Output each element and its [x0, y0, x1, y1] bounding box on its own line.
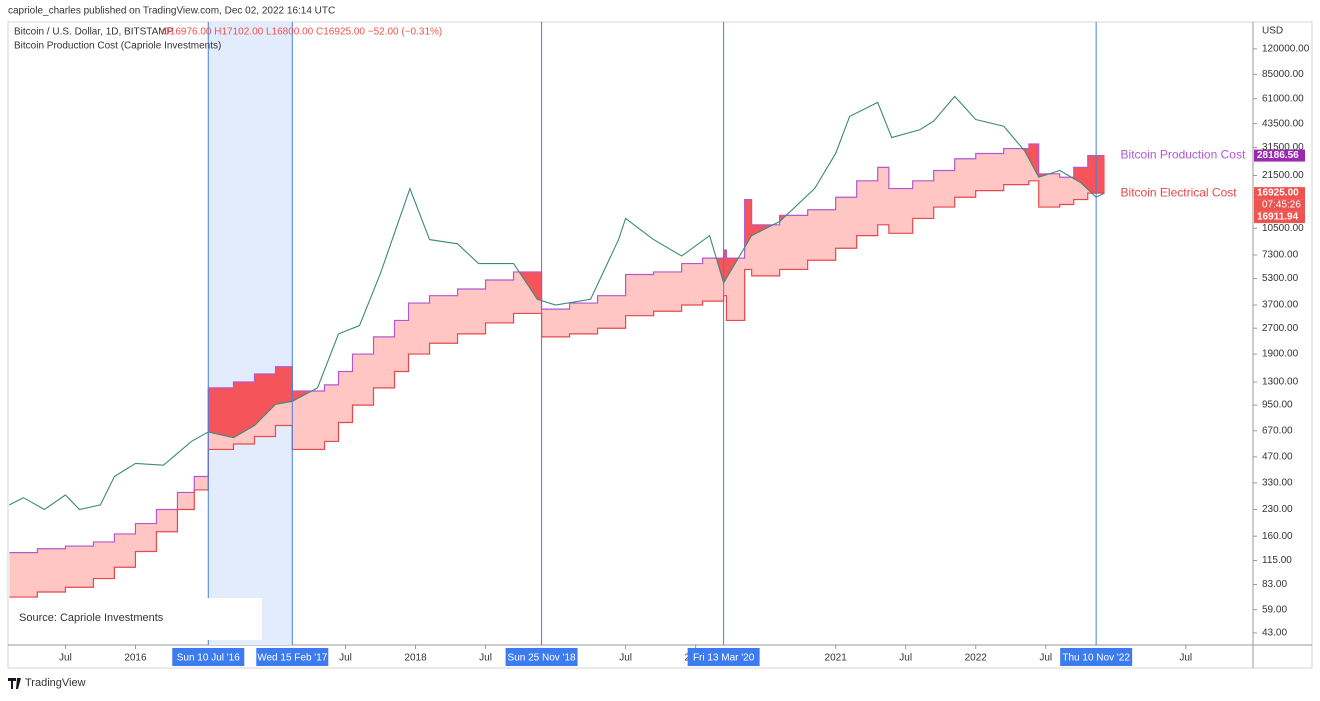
y-tick-label: 21500.00 [1262, 170, 1304, 181]
countdown: 07:45:26 [1262, 200, 1301, 211]
marker-label-bg [505, 648, 578, 666]
cost-line [9, 180, 1105, 598]
marker-label: Thu 10 Nov '22 [1062, 653, 1130, 664]
y-axis-unit: USD [1262, 26, 1283, 37]
marker-label: Sun 10 Jul '16 [177, 653, 241, 664]
x-tick-label: Jul [339, 653, 352, 664]
marker-label: Wed 15 Feb '17 [257, 653, 328, 664]
brand: TradingView [25, 677, 86, 689]
x-tick-label: 2021 [825, 653, 848, 664]
x-tick-label: 2018 [404, 653, 427, 664]
y-tick-label: 31500.00 [1262, 142, 1304, 153]
marker-label-bg [172, 648, 245, 666]
logo [8, 678, 21, 689]
y-tick-label: 83.00 [1262, 579, 1287, 590]
cost-line [9, 143, 1105, 554]
y-tick-label: 7300.00 [1262, 250, 1299, 261]
countdown-bg [1254, 199, 1305, 212]
price-tag-label: 16925.00 [1257, 188, 1299, 199]
y-tick-label: 330.00 [1262, 478, 1293, 489]
ohlc: O16976.00 H17102.00 L16800.00 C16925.00 … [162, 27, 442, 38]
x-tick-label: Jul [1039, 653, 1052, 664]
publisher: capriole_charles published on TradingVie… [8, 6, 335, 17]
legend-entry: Bitcoin Electrical Cost [1121, 185, 1238, 199]
y-tick-label: 1300.00 [1262, 377, 1299, 388]
x-tick-label: Jul [479, 653, 492, 664]
y-tick-label: 120000.00 [1262, 44, 1310, 55]
y-tick-label: 115.00 [1262, 555, 1292, 566]
price-line [9, 95, 1105, 511]
x-tick-label: 2016 [124, 653, 147, 664]
cost-band [9, 143, 1105, 598]
y-tick-label: 85000.00 [1262, 69, 1304, 80]
highlight-range [208, 22, 293, 645]
y-tick-label: 3700.00 [1262, 300, 1299, 311]
x-tick-label: Jul [59, 653, 72, 664]
marker-label: Sun 25 Nov '18 [508, 653, 577, 664]
y-tick-label: 160.00 [1262, 531, 1293, 542]
y-tick-label: 1900.00 [1262, 349, 1299, 360]
y-tick-label: 5300.00 [1262, 273, 1299, 284]
source-box [10, 598, 262, 640]
y-tick-label: 43500.00 [1262, 118, 1304, 129]
y-tick-label: 10500.00 [1262, 223, 1304, 234]
x-tick-label: Jul [619, 653, 632, 664]
source: Source: Capriole Investments [19, 612, 164, 624]
price-tag-label: 28186.56 [1257, 150, 1299, 161]
price-tag [1254, 211, 1305, 224]
indicator-name: Bitcoin Production Cost (Capriole Invest… [14, 41, 221, 52]
price-tag-label: 16911.94 [1257, 212, 1299, 223]
legend-entry: Bitcoin Production Cost [1121, 148, 1246, 162]
price-tag [1254, 149, 1305, 162]
x-tick-label: Jul [899, 653, 912, 664]
x-tick-label: 2022 [965, 653, 988, 664]
y-tick-label: 43.00 [1262, 628, 1287, 639]
price-tag [1254, 187, 1305, 200]
y-tick-label: 950.00 [1262, 400, 1293, 411]
y-tick-label: 230.00 [1262, 504, 1293, 515]
marker-label: Fri 13 Mar '20 [693, 653, 755, 664]
y-tick-label: 670.00 [1262, 425, 1293, 436]
marker-label-bg [687, 648, 760, 666]
y-tick-label: 61000.00 [1262, 93, 1304, 104]
y-tick-label: 2700.00 [1262, 323, 1299, 334]
y-tick-label: 59.00 [1262, 604, 1287, 615]
symbol: Bitcoin / U.S. Dollar, 1D, BITSTAMP [14, 27, 174, 38]
x-tick-label: Jul [1179, 653, 1192, 664]
marker-label-bg [1060, 648, 1133, 666]
y-tick-label: 470.00 [1262, 452, 1293, 463]
marker-label-bg [256, 648, 329, 666]
frame [7, 21, 1313, 669]
